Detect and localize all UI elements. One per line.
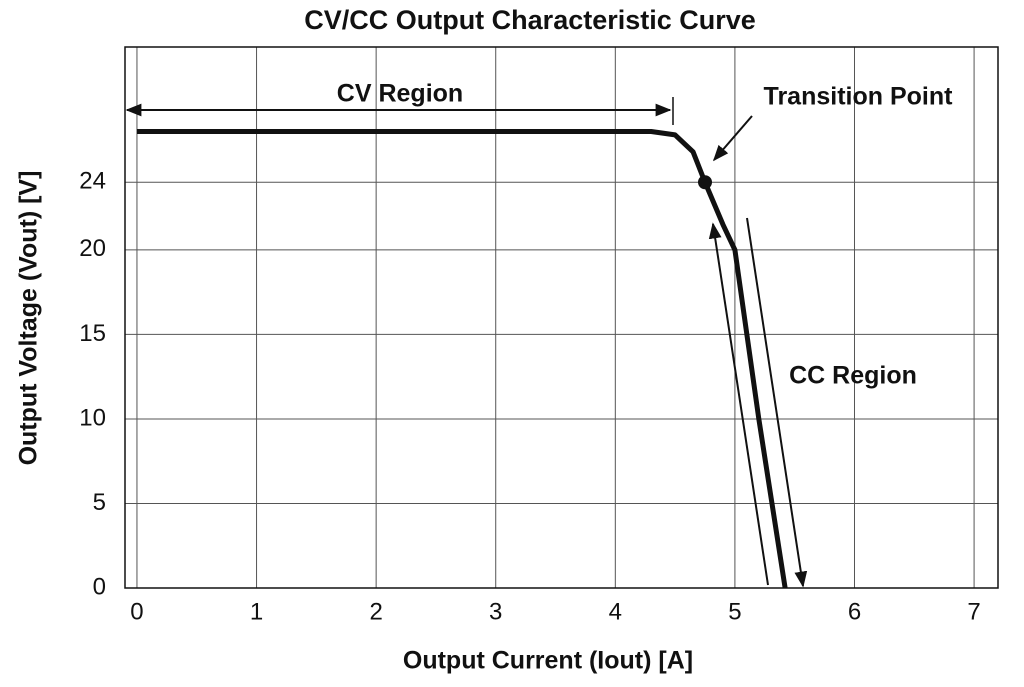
y-tick-label: 10 bbox=[79, 404, 106, 431]
curve bbox=[136, 129, 788, 589]
cv-region-label: CV Region bbox=[337, 80, 463, 108]
y-tick-label: 24 bbox=[79, 168, 106, 195]
x-axis-label: Output Current (Iout) [A] bbox=[403, 647, 693, 675]
plot-frame bbox=[124, 46, 999, 589]
transition-label: Transition Point bbox=[764, 83, 954, 111]
x-tick-label: 6 bbox=[848, 598, 861, 625]
x-tick-label: 3 bbox=[489, 598, 502, 625]
y-tick-label: 5 bbox=[93, 489, 106, 516]
cc-arrow-down bbox=[746, 217, 808, 588]
transition-point bbox=[698, 175, 713, 190]
y-axis-label: Output Voltage (Vout) [V] bbox=[15, 171, 43, 466]
x-tick-label: 7 bbox=[967, 598, 980, 625]
cc-region-label: CC Region bbox=[789, 362, 917, 390]
transition-arrow bbox=[712, 115, 753, 162]
x-tick-label: 0 bbox=[130, 598, 143, 625]
chart-title: CV/CC Output Characteristic Curve bbox=[304, 5, 756, 35]
y-tick-label: 0 bbox=[93, 573, 106, 600]
cc-arrow-up bbox=[708, 222, 769, 586]
x-tick-label: 4 bbox=[609, 598, 622, 625]
x-tick-label: 5 bbox=[728, 598, 741, 625]
y-tick-label: 20 bbox=[79, 235, 106, 262]
grid bbox=[125, 47, 998, 589]
x-tick-label: 2 bbox=[369, 598, 382, 625]
x-tick-label: 1 bbox=[250, 598, 263, 625]
y-tick-label: 15 bbox=[79, 320, 106, 347]
